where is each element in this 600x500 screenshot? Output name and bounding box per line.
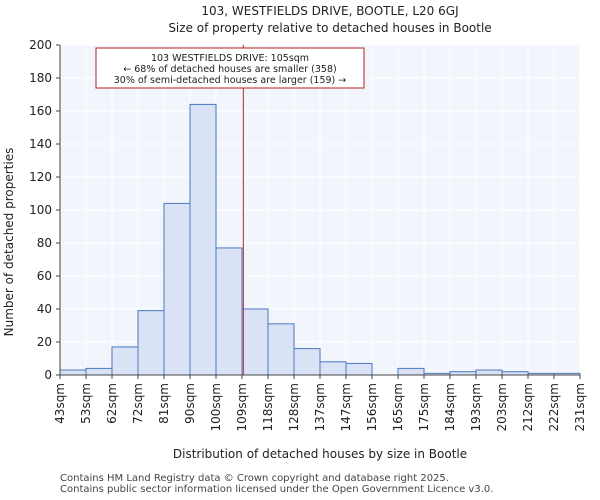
- y-tick-label: 0: [44, 368, 52, 382]
- y-tick-label: 120: [29, 170, 52, 184]
- y-tick-label: 20: [37, 335, 52, 349]
- x-tick-label: 90sqm: [183, 383, 197, 424]
- bar-128sqm: [293, 348, 321, 376]
- x-tick-label: 81sqm: [157, 383, 171, 424]
- chart-title: 103, WESTFIELDS DRIVE, BOOTLE, L20 6GJ: [201, 4, 458, 18]
- x-tick-label: 109sqm: [235, 383, 249, 431]
- x-axis-label: Distribution of detached houses by size …: [173, 447, 467, 461]
- bar-43sqm: [59, 369, 87, 376]
- x-tick-label: 62sqm: [105, 383, 119, 424]
- x-tick-label: 72sqm: [131, 383, 145, 424]
- x-tick-label: 156sqm: [365, 383, 379, 431]
- y-tick-label: 140: [29, 137, 52, 151]
- bar-72sqm: [137, 310, 165, 376]
- bar-53sqm: [85, 367, 113, 376]
- x-tick-label: 118sqm: [261, 383, 275, 431]
- y-tick-label: 40: [37, 302, 52, 316]
- annotation-line-2: ← 68% of detached houses are smaller (35…: [123, 64, 336, 75]
- annotation-box: 103 WESTFIELDS DRIVE: 105sqm ← 68% of de…: [95, 47, 365, 89]
- x-axis-ticks: 43sqm 53sqm 62sqm 72sqm 81sqm 90sqm 100sqm 109s…: [53, 375, 587, 431]
- bar-137sqm: [319, 361, 347, 376]
- y-tick-label: 100: [29, 203, 52, 217]
- y-axis-ticks: 0 20 40 60 80 100 120 140 160 180 200: [29, 38, 60, 382]
- bar-165sqm: [397, 367, 425, 376]
- y-tick-label: 180: [29, 71, 52, 85]
- annotation-line-1: 103 WESTFIELDS DRIVE: 105sqm: [151, 53, 309, 64]
- bar-193sqm: [475, 369, 503, 376]
- x-tick-label: 165sqm: [391, 383, 405, 431]
- x-tick-label: 203sqm: [495, 383, 509, 431]
- x-tick-label: 231sqm: [573, 383, 587, 431]
- bar-62sqm: [111, 346, 139, 376]
- footer-line-2: Contains public sector information licen…: [60, 484, 494, 495]
- x-tick-label: 43sqm: [53, 383, 67, 424]
- annotation-line-3: 30% of semi-detached houses are larger (…: [114, 75, 347, 86]
- bar-118sqm: [267, 323, 295, 376]
- chart: 103, WESTFIELDS DRIVE, BOOTLE, L20 6GJ S…: [2, 4, 587, 461]
- x-tick-label: 147sqm: [339, 383, 353, 431]
- y-axis-label: Number of detached properties: [2, 148, 16, 337]
- bar-100sqm: [215, 247, 243, 376]
- y-tick-label: 80: [37, 236, 52, 250]
- x-tick-label: 137sqm: [313, 383, 327, 431]
- bar-90sqm: [189, 103, 217, 376]
- x-tick-label: 175sqm: [417, 383, 431, 431]
- y-tick-label: 160: [29, 104, 52, 118]
- bar-109sqm: [241, 308, 269, 376]
- chart-subtitle: Size of property relative to detached ho…: [168, 21, 491, 35]
- x-tick-label: 222sqm: [547, 383, 561, 431]
- bars: [59, 103, 581, 376]
- x-tick-label: 100sqm: [209, 383, 223, 431]
- bar-81sqm: [163, 202, 191, 376]
- x-tick-label: 128sqm: [287, 383, 301, 431]
- y-tick-label: 200: [29, 38, 52, 52]
- x-tick-label: 193sqm: [469, 383, 483, 431]
- footer-line-1: Contains HM Land Registry data © Crown c…: [60, 473, 449, 484]
- y-tick-label: 60: [37, 269, 52, 283]
- x-tick-label: 212sqm: [521, 383, 535, 431]
- bar-147sqm: [345, 362, 373, 376]
- x-tick-label: 184sqm: [443, 383, 457, 431]
- footer-attribution: Contains HM Land Registry data © Crown c…: [60, 473, 493, 495]
- x-tick-label: 53sqm: [79, 383, 93, 424]
